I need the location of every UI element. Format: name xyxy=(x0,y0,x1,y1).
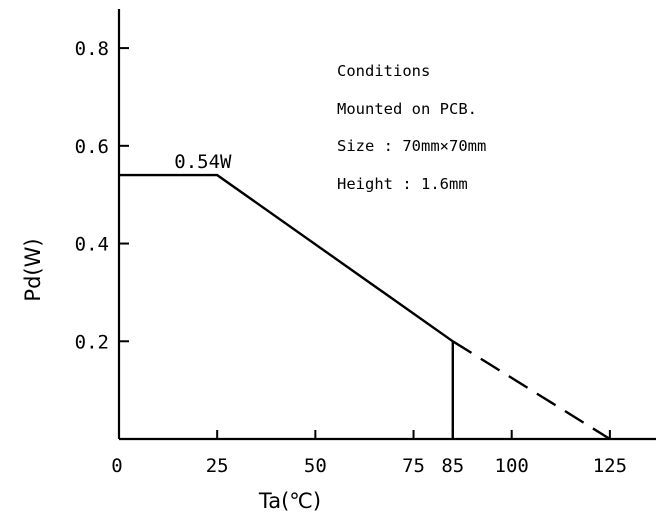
x-tick-label: 85 xyxy=(441,455,464,477)
y-tick-label: 0.8 xyxy=(75,38,109,60)
x-tick-label: 75 xyxy=(402,455,425,477)
power-annotation: 0.54W xyxy=(174,151,232,173)
x-ticks: 0 25 50 75 85 100 125 xyxy=(111,430,627,477)
y-ticks: 0.2 0.4 0.6 0.8 xyxy=(75,38,129,353)
derating-line-solid xyxy=(119,173,454,343)
x-tick-label: 100 xyxy=(495,455,529,477)
conditions-size: Size : 70mm×70mm xyxy=(337,137,486,155)
conditions-title: Conditions xyxy=(337,62,430,80)
conditions-mounting: Mounted on PCB. xyxy=(337,100,477,118)
x-tick-label: 50 xyxy=(304,455,327,477)
x-axis-label: Ta(℃) xyxy=(258,489,321,513)
x-tick-label: 25 xyxy=(206,455,229,477)
x-tick-label: 125 xyxy=(593,455,627,477)
axes xyxy=(117,9,656,441)
y-tick-label: 0.4 xyxy=(75,234,109,256)
series-group xyxy=(119,173,611,441)
y-tick-label: 0.2 xyxy=(75,331,109,353)
y-axis-label: Pd(W) xyxy=(21,238,45,301)
x-tick-label: 0 xyxy=(111,455,122,477)
derating-line-dashed xyxy=(452,340,611,441)
annotations: 0.54W xyxy=(174,151,232,173)
conditions-block: Conditions Mounted on PCB. Size : 70mm×7… xyxy=(337,62,486,193)
y-tick-label: 0.6 xyxy=(75,136,109,158)
conditions-height: Height : 1.6mm xyxy=(337,175,468,193)
